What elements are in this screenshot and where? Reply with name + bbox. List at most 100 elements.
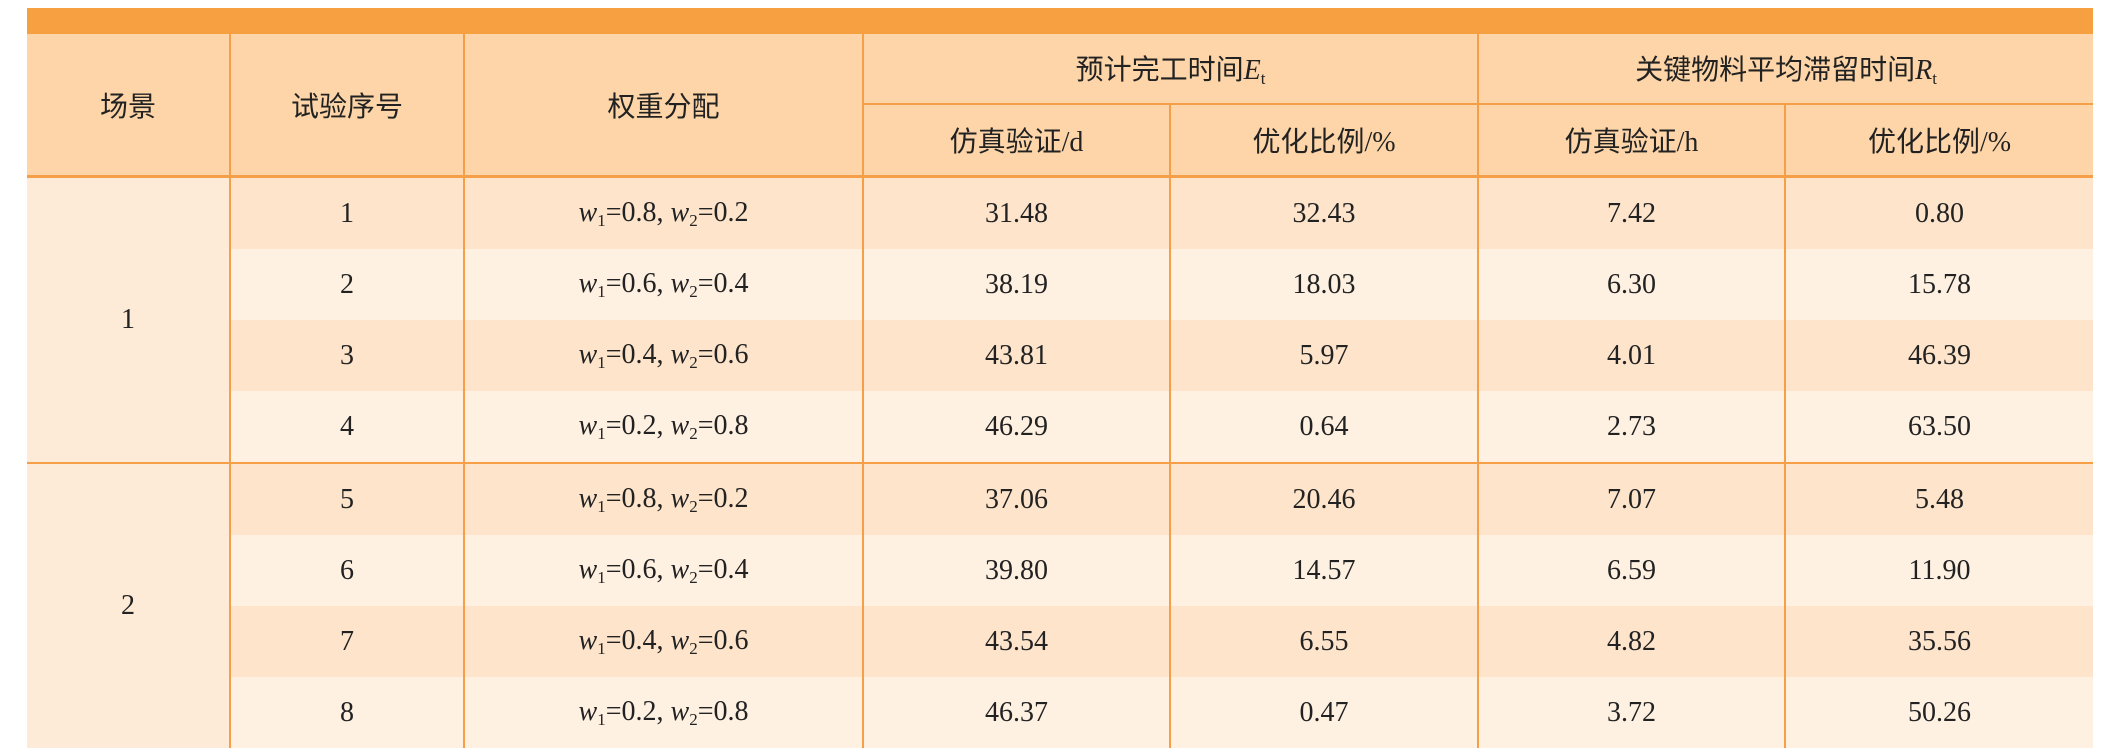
value-cell: 20.46 <box>1168 462 1480 535</box>
weight-value: 0.4 <box>713 553 749 585</box>
weight-value: 0.6 <box>713 624 749 656</box>
operator: = <box>697 482 714 514</box>
value-cell: 46.29 <box>862 391 1171 463</box>
value-cell: 14.57 <box>1168 535 1480 606</box>
cell-text: 14.57 <box>1292 554 1356 586</box>
subscript: 1 <box>597 638 606 658</box>
subscript: 1 <box>597 281 606 301</box>
cell-text: 43.81 <box>985 339 1048 371</box>
weight-cell: w1=0.4, w2=0.6 <box>463 606 864 677</box>
operator: = <box>605 338 622 370</box>
weight-value: 0.2 <box>713 482 749 514</box>
subscript: 1 <box>597 709 606 729</box>
table-row: 4 w1=0.2, w2=0.8 46.29 0.64 2.73 63.50 <box>27 391 2094 463</box>
table-row: 2 w1=0.6, w2=0.4 38.19 18.03 6.30 15.78 <box>27 249 2094 320</box>
value-cell: 11.90 <box>1784 535 2094 606</box>
operator: = <box>697 267 714 299</box>
weight-value: 0.8 <box>621 196 657 228</box>
trial-cell: 8 <box>230 677 465 748</box>
cell-text: 6.59 <box>1607 554 1657 586</box>
subscript: t <box>1932 69 1937 88</box>
cell-text: 4 <box>340 410 354 442</box>
sub-header: 仿真验证/h <box>1477 104 1787 178</box>
weight-cell: w1=0.6, w2=0.4 <box>463 249 864 320</box>
operator: = <box>697 695 714 727</box>
value-cell: 7.42 <box>1477 175 1787 249</box>
value-cell: 5.97 <box>1168 320 1480 391</box>
separator: , <box>656 409 671 441</box>
symbol: w <box>670 553 690 585</box>
cell-text: 63.50 <box>1908 410 1972 442</box>
table-row: 8 w1=0.2, w2=0.8 46.37 0.47 3.72 50.26 <box>27 677 2094 748</box>
cell-text: 7.07 <box>1607 483 1657 515</box>
cell-text: 5.97 <box>1299 339 1349 371</box>
cell-text: 5 <box>340 483 354 515</box>
operator: = <box>697 196 714 228</box>
operator: = <box>605 695 622 727</box>
cell-text: 3.72 <box>1607 696 1657 728</box>
cell-text: 43.54 <box>985 625 1048 657</box>
cell-text: 7.42 <box>1607 197 1657 229</box>
cell-text: 32.43 <box>1292 197 1356 229</box>
value-cell: 37.06 <box>862 462 1171 535</box>
value-cell: 15.78 <box>1784 249 2094 320</box>
cell-text: 4.82 <box>1607 625 1657 657</box>
subscript: 1 <box>597 423 606 443</box>
weight-cell: w1=0.2, w2=0.8 <box>463 391 864 463</box>
subscript: 2 <box>689 496 698 516</box>
cell-text: 39.80 <box>985 554 1048 586</box>
cell-text: 46.39 <box>1908 339 1972 371</box>
subscript: 1 <box>597 352 606 372</box>
header-row: 场景 试验序号 权重分配 预计完工时间Et 关键物料平均滞留时间Rt <box>27 34 2094 178</box>
weight-cell: w1=0.4, w2=0.6 <box>463 320 864 391</box>
cell-text: 15.78 <box>1908 268 1972 300</box>
trial-cell: 3 <box>230 320 465 391</box>
header-row: 仿真验证/d 优化比例/% 仿真验证/h 优化比例/% <box>27 104 2094 178</box>
value-cell: 46.37 <box>862 677 1171 748</box>
cell-text: 2 <box>340 268 354 300</box>
weight-value: 0.4 <box>621 624 657 656</box>
sub-header: 仿真验证/d <box>863 104 1171 178</box>
group-header: 关键物料平均滞留时间Rt <box>1477 34 2094 105</box>
subscript: 2 <box>689 567 698 587</box>
cell-text: 3 <box>340 339 354 371</box>
operator: = <box>605 196 622 228</box>
cell-text: 20.46 <box>1292 483 1356 515</box>
operator: = <box>697 409 714 441</box>
sub-header: 优化比例/% <box>1784 104 2094 178</box>
weight-value: 0.2 <box>621 409 657 441</box>
weight-cell: w1=0.2, w2=0.8 <box>463 677 864 748</box>
weight-value: 0.4 <box>713 267 749 299</box>
symbol: w <box>578 482 598 514</box>
cell-text: 37.06 <box>985 483 1048 515</box>
trial-cell: 1 <box>229 175 465 249</box>
value-cell: 35.56 <box>1784 606 2094 677</box>
subscript: 2 <box>689 709 698 729</box>
weight-cell: w1=0.8, w2=0.2 <box>463 462 864 535</box>
symbol: w <box>670 695 690 727</box>
cell-text: 1 <box>340 197 354 229</box>
cell-text: 35.56 <box>1908 625 1972 657</box>
value-cell: 7.07 <box>1477 462 1787 535</box>
weight-value: 0.4 <box>621 338 657 370</box>
symbol: w <box>670 482 690 514</box>
value-cell: 6.55 <box>1168 606 1480 677</box>
cell-text: 50.26 <box>1908 696 1972 728</box>
cell-text: 4.01 <box>1607 339 1657 371</box>
value-cell: 43.81 <box>862 320 1171 391</box>
symbol: w <box>578 338 598 370</box>
separator: , <box>656 338 671 370</box>
results-table: 场景 试验序号 权重分配 预计完工时间Et 关键物料平均滞留时间Rt 仿真验证/… <box>27 34 2094 748</box>
cell-text: 2.73 <box>1607 410 1657 442</box>
operator: = <box>605 624 622 656</box>
subscript: 1 <box>597 496 606 516</box>
value-cell: 50.26 <box>1784 677 2094 748</box>
separator: , <box>656 553 671 585</box>
value-cell: 31.48 <box>862 175 1171 249</box>
symbol: w <box>670 409 690 441</box>
trial-cell: 7 <box>230 606 465 677</box>
operator: = <box>605 553 622 585</box>
header-cell: 权重分配 <box>463 34 864 178</box>
weight-cell: w1=0.8, w2=0.2 <box>463 175 864 249</box>
